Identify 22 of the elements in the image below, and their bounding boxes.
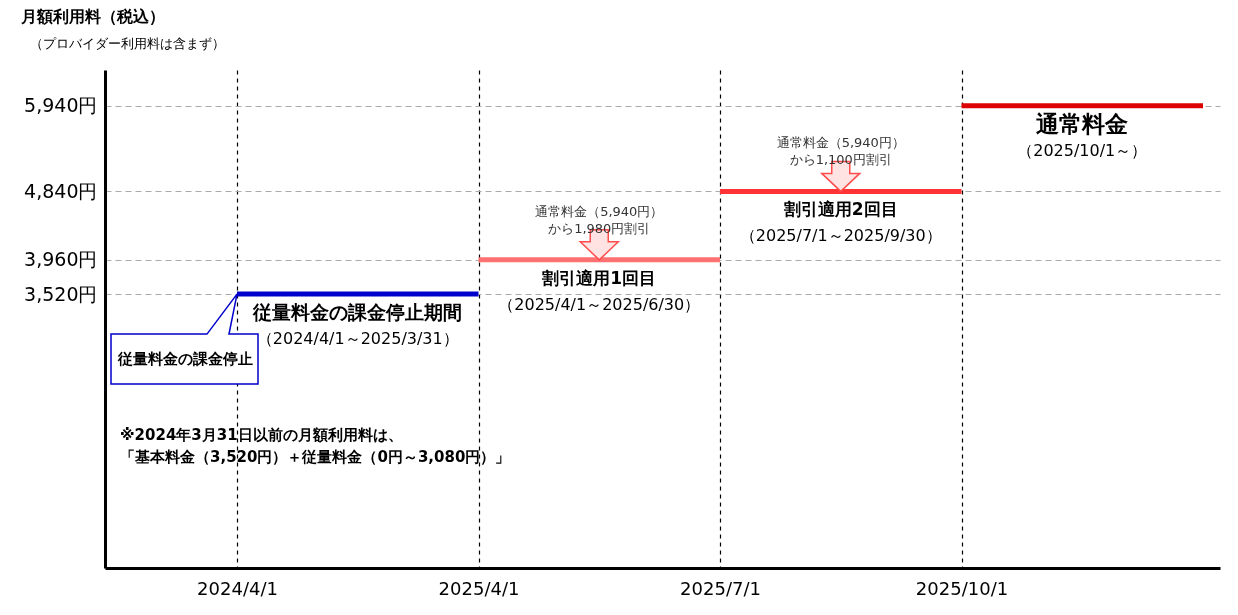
x-tick-label: 2024/4/1: [197, 577, 278, 599]
series-label: 割引適用2回目: [782, 199, 898, 220]
series-label: 通常料金: [1035, 110, 1129, 137]
x-tick-label: 2025/10/1: [915, 577, 1009, 599]
annotation: 通常料金（5,940円）から1,980円割引: [535, 203, 664, 236]
annotation: 従量料金の課金停止: [116, 350, 253, 369]
series-label: 従量料金の課金停止期間: [252, 301, 463, 324]
y-tick-label: 5,940円: [24, 94, 98, 117]
x-tick-label: 2025/7/1: [680, 577, 761, 599]
y-tick-label: 3,520円: [24, 282, 98, 305]
annotation: 通常料金（5,940円）から1,100円割引: [776, 135, 905, 168]
annotation: ※2024年3月31日以前の月額利用料は、「基本料金（3,520円）＋従量料金（0円～3,080円）」: [120, 426, 511, 466]
annotation: （2025/4/1～2025/6/30）: [498, 294, 701, 314]
text: （プロバイダー利用料は含まず）: [30, 36, 225, 51]
y-axis-title: 月額利用料（税込）: [19, 6, 165, 26]
annotation: （2024/4/1～2025/3/31）: [256, 329, 459, 349]
y-tick-label: 3,960円: [24, 248, 98, 271]
annotation: （2025/10/1～）: [1017, 140, 1148, 160]
x-tick-label: 2025/4/1: [438, 577, 520, 599]
y-tick-label: 4,840円: [24, 179, 98, 202]
series-label: 割引適用1回目: [541, 267, 657, 288]
annotation: （2025/7/1～2025/9/30）: [739, 226, 942, 246]
